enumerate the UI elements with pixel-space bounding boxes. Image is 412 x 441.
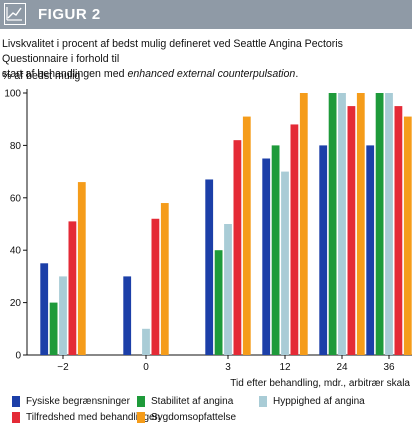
legend-label: Tilfredshed med behandlingen [26,412,161,423]
bar [338,93,346,355]
bar [214,250,223,355]
bar [375,93,384,355]
y-tick-label: 20 [10,298,22,309]
y-tick-label: 0 [15,351,21,362]
y-tick-label: 80 [10,141,22,152]
caption-line-1: Livskvalitet i procent af bedst mulig de… [2,38,343,65]
bar [205,179,214,355]
legend-item: Tilfredshed med behandlingen [12,412,160,423]
bar-chart: 0 20 40 60 80 100 −2 0 3 12 24 36 [4,89,412,373]
bar [262,158,271,355]
bar [59,276,67,355]
legend-label: Hyppighed af angina [273,396,365,407]
legend-item: Hyppighed af angina [259,396,365,407]
y-axis-label: % af bedst mulig [2,70,81,82]
bar [356,93,365,355]
x-tick-label: −2 [57,362,69,373]
y-tick-label: 60 [10,193,22,204]
bar [299,93,308,355]
bar [160,203,169,355]
x-tick-label: 24 [336,362,348,373]
legend-item: Stabilitet af angina [137,396,233,407]
y-tick-label: 100 [4,89,21,100]
legend-label: Fysiske begrænsninger [26,396,130,407]
bar [328,93,337,355]
legend-swatch [259,396,267,407]
x-tick-label: 12 [279,362,291,373]
chart-line-icon-glyph [6,7,22,21]
chart-line-icon [4,3,26,25]
figure-header: FIGUR 2 [0,0,412,29]
caption-line-2: start af behandlingen med enhanced exter… [2,67,410,82]
legend-swatch [137,396,145,407]
bar [281,171,289,355]
bar [68,221,77,355]
bar [142,328,150,355]
legend-label: Stabilitet af angina [151,396,234,407]
legend-swatch [137,412,145,423]
bar [385,93,393,355]
x-tick-label: 36 [383,362,395,373]
x-tick-label: 3 [225,362,231,373]
caption-line-2-plain: start af behandlingen med [2,68,128,80]
bar [123,276,132,355]
legend-item: Sygdomsopfattelse [137,412,236,423]
bar [49,302,58,355]
figure-label: FIGUR 2 [38,6,101,23]
bar [403,116,412,355]
caption-line-2-end: . [295,68,299,80]
bar [224,224,232,355]
bar [40,263,49,355]
bar [290,124,299,355]
bar [319,145,328,355]
chart-legend: Fysiske begrænsninger Stabilitet af angin… [12,396,410,436]
figure-caption: Livskvalitet i procent af bedst mulig de… [2,37,410,82]
x-axis-label: Tid efter behandling, mdr., arbitrær ska… [230,378,410,389]
bar [77,182,86,355]
legend-swatch [12,412,20,423]
legend-swatch [12,396,20,407]
legend-label: Sygdomsopfattelse [151,412,237,423]
legend-item: Fysiske begrænsninger [12,396,130,407]
bar [347,106,356,355]
bar [151,218,160,355]
bar [242,116,251,355]
x-tick-label: 0 [143,362,149,373]
bar [233,140,242,355]
bar [366,145,375,355]
bar [394,106,403,355]
y-tick-label: 40 [10,246,22,257]
bar [271,145,280,355]
caption-line-2-italic: enhanced external counterpulsation [127,68,296,80]
